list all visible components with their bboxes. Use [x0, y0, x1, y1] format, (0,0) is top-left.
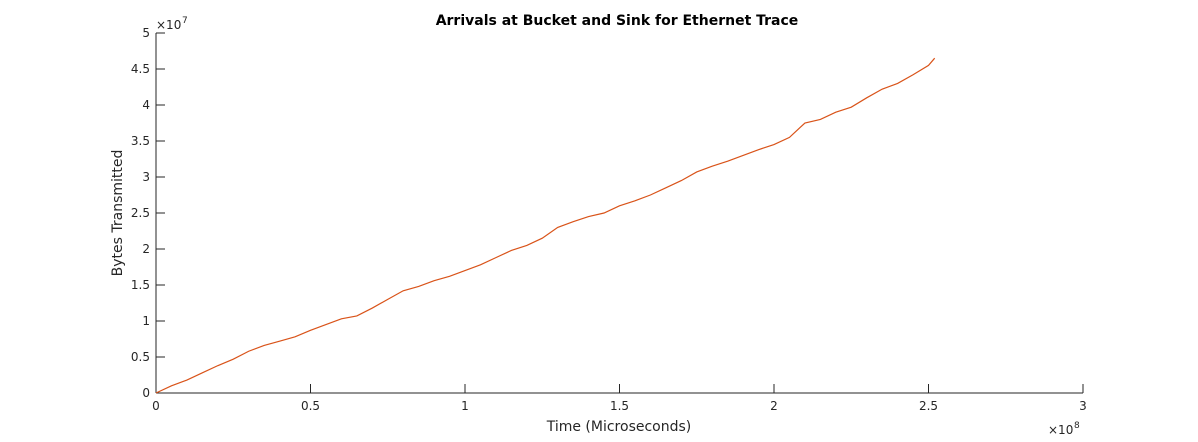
x-multiplier-exponent: 8 — [1074, 421, 1080, 431]
y-multiplier-exponent: 7 — [182, 16, 188, 26]
y-tick-label: 0 — [142, 386, 150, 400]
x-tick-label: 0.5 — [301, 399, 320, 413]
y-tick-label: 4.5 — [131, 62, 150, 76]
x-tick-label: 1.5 — [610, 399, 629, 413]
y-tick-label: 4 — [142, 98, 150, 112]
y-multiplier-base: ×10 — [156, 18, 181, 32]
x-axis-label: Time (Microseconds) — [546, 419, 692, 435]
x-tick-label: 2 — [770, 399, 778, 413]
x-tick-label: 0 — [152, 399, 160, 413]
y-tick-label: 2.5 — [131, 206, 150, 220]
chart-title: Arrivals at Bucket and Sink for Ethernet… — [436, 13, 799, 29]
y-tick-label: 2 — [142, 242, 150, 256]
y-tick-label: 1.5 — [131, 278, 150, 292]
data-line — [155, 57, 936, 394]
x-tick-label: 1 — [461, 399, 469, 413]
x-tick-label: 2.5 — [919, 399, 938, 413]
y-axis-label: Bytes Transmitted — [110, 150, 126, 277]
y-tick-label: 3 — [142, 170, 150, 184]
x-tick-label: 3 — [1079, 399, 1087, 413]
x-multiplier-base: ×10 — [1048, 423, 1073, 437]
y-tick-label: 1 — [142, 314, 150, 328]
y-tick-label: 0.5 — [131, 350, 150, 364]
y-tick-label: 3.5 — [131, 134, 150, 148]
y-tick-label: 5 — [142, 26, 150, 40]
